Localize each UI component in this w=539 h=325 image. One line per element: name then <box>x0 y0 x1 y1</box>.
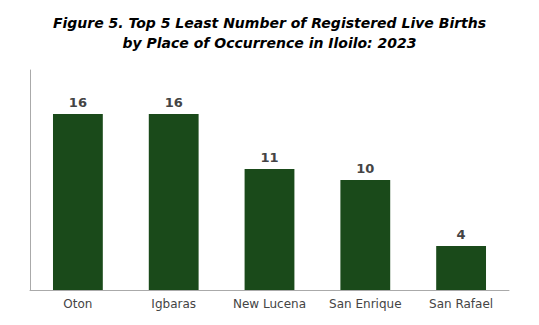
svg-text:Oton: Oton <box>63 297 92 311</box>
svg-text:San Enrique: San Enrique <box>329 297 401 311</box>
svg-text:San Rafael: San Rafael <box>429 297 493 311</box>
svg-text:16: 16 <box>69 95 87 110</box>
svg-text:Figure 5. Top 5 Least Number o: Figure 5. Top 5 Least Number of Register… <box>53 15 486 31</box>
svg-text:New Lucena: New Lucena <box>233 297 306 311</box>
svg-text:10: 10 <box>356 161 374 176</box>
svg-text:16: 16 <box>165 95 183 110</box>
svg-text:4: 4 <box>457 227 466 242</box>
svg-text:11: 11 <box>260 150 278 165</box>
svg-text:by Place of Occurrence in Iloi: by Place of Occurrence in Iloilo: 2023 <box>122 35 416 51</box>
svg-text:Igbaras: Igbaras <box>151 297 196 311</box>
